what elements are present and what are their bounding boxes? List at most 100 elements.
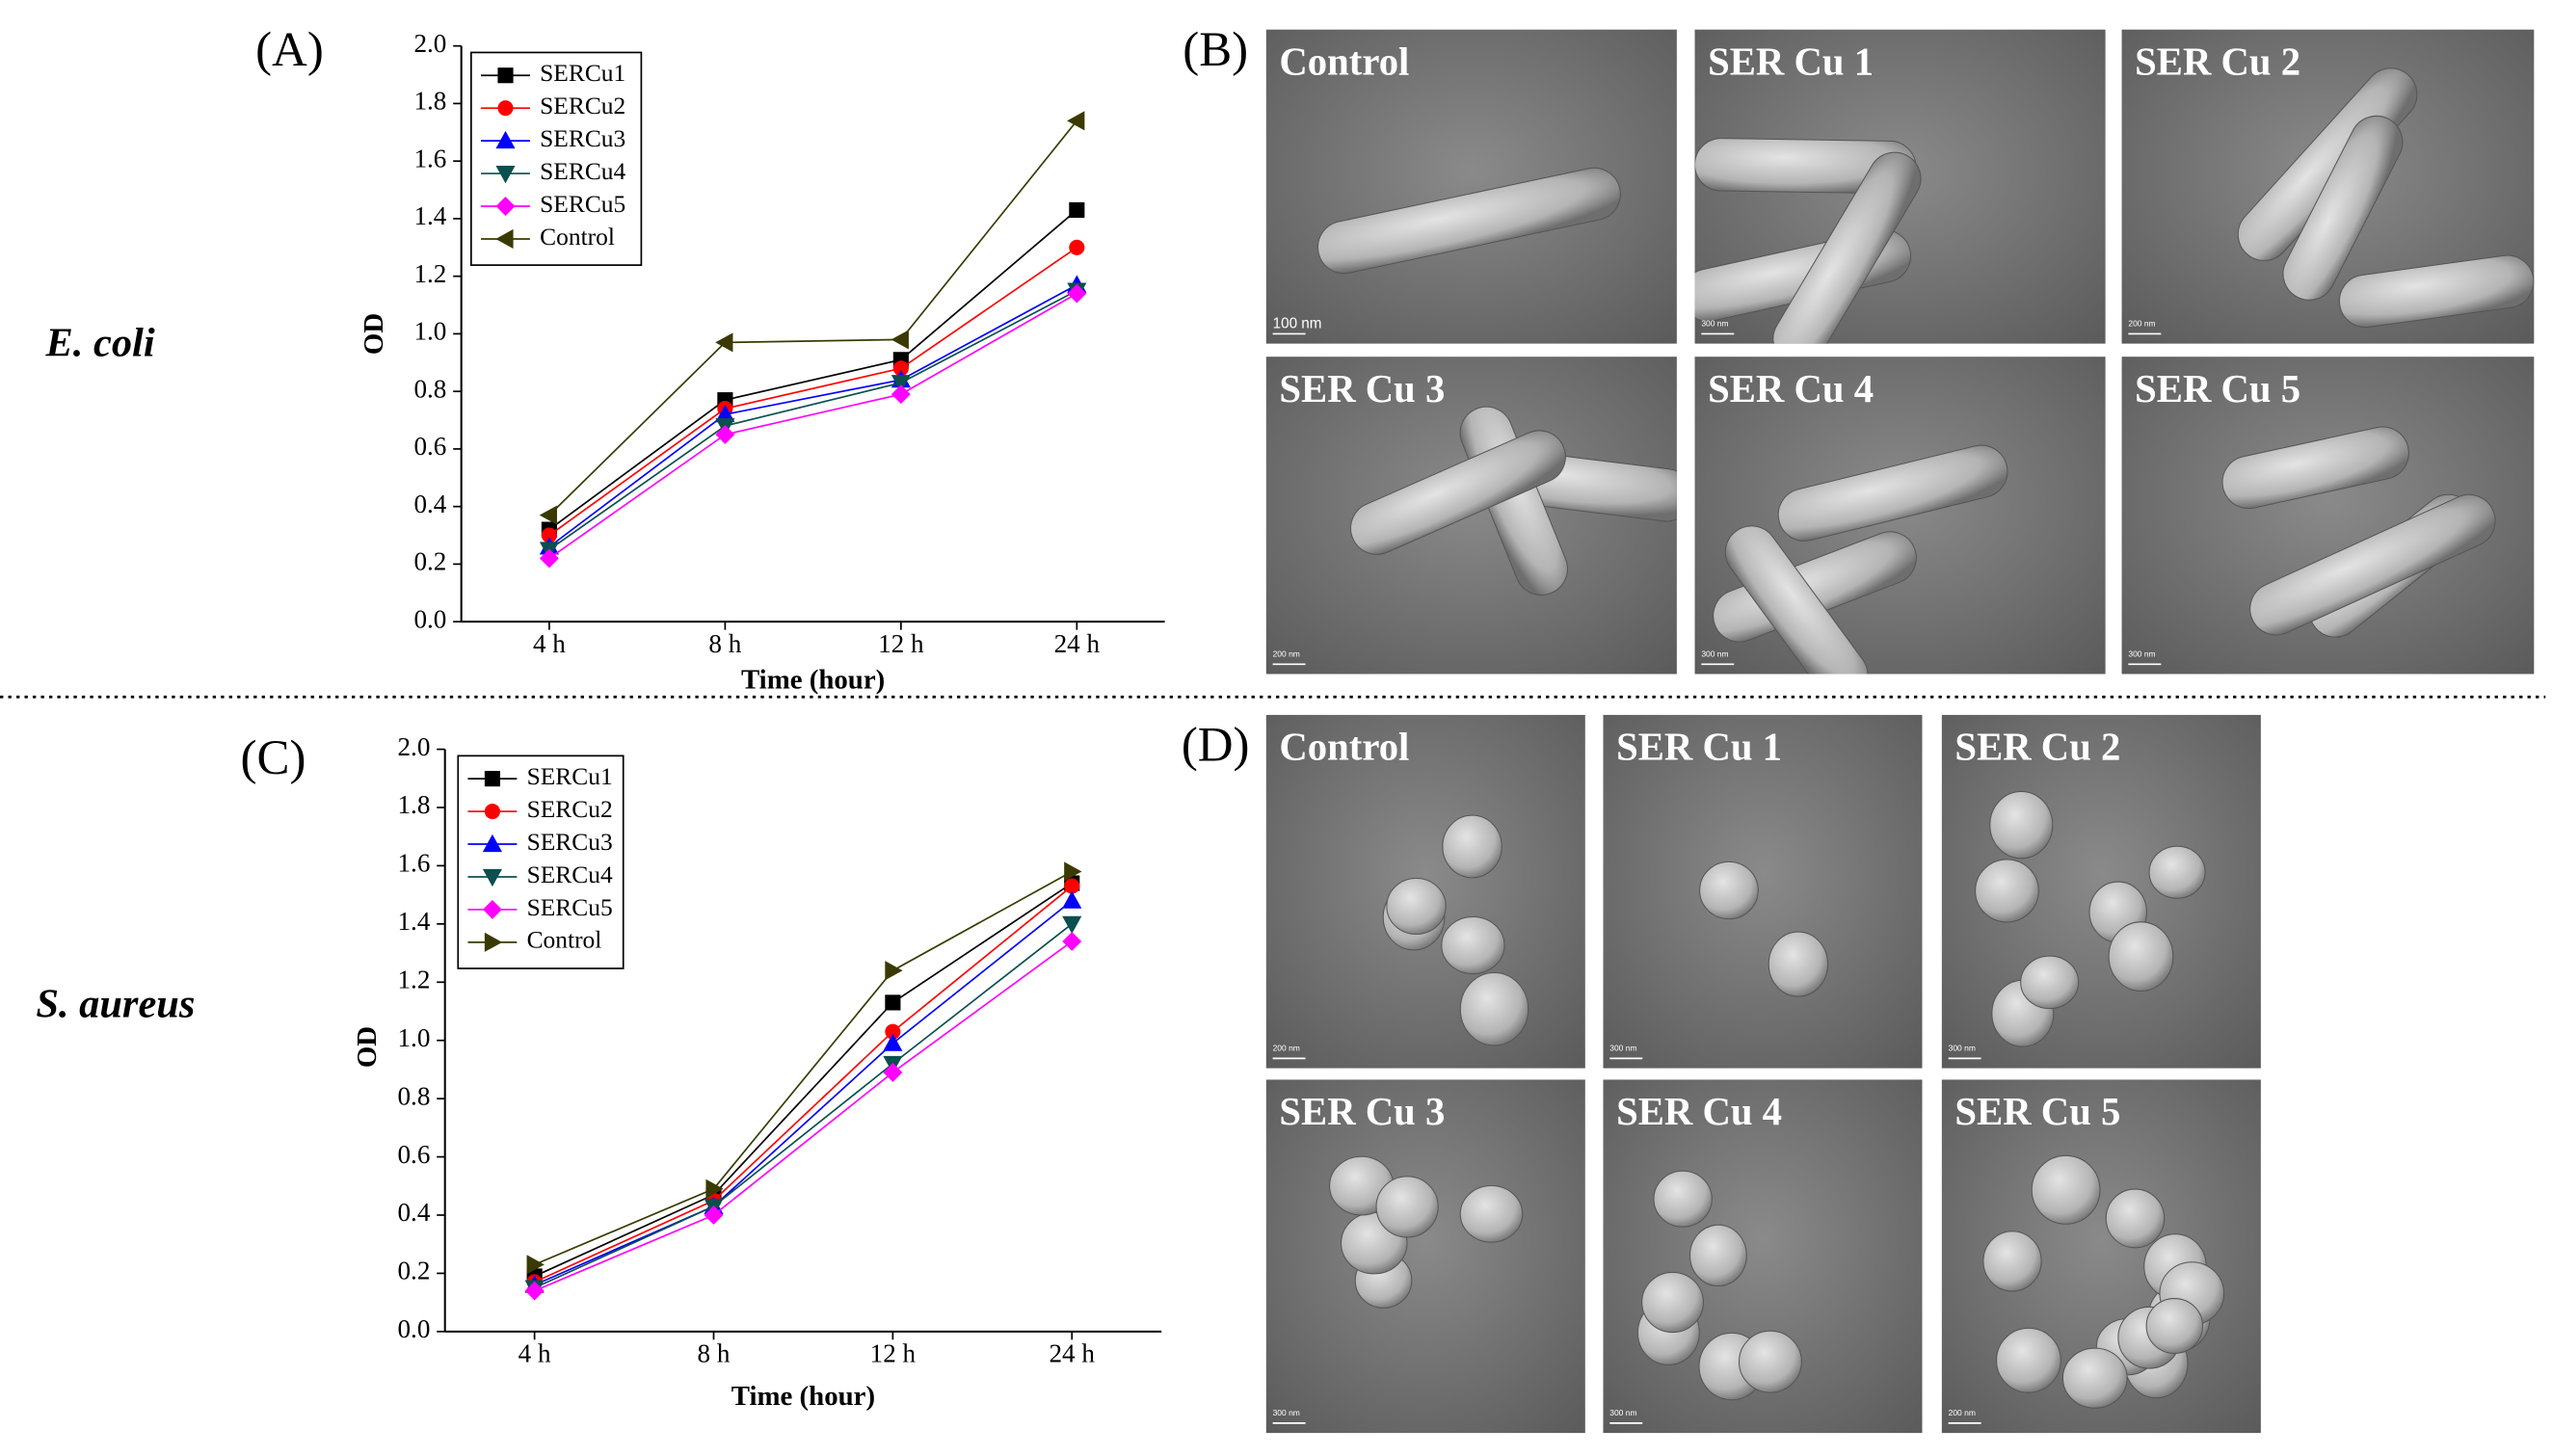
scale-label: 300 nm	[1609, 1408, 1636, 1417]
cell	[2249, 493, 2496, 636]
marker	[495, 130, 516, 149]
marker	[484, 804, 500, 820]
cell	[1975, 859, 2039, 923]
marker	[1067, 283, 1087, 304]
x-tick-label: 12 h	[878, 629, 924, 658]
sem-image: SER Cu 1 300 nm	[1694, 29, 2106, 344]
legend-label: SERCu4	[540, 157, 625, 185]
cell	[1442, 814, 1502, 879]
marker	[495, 228, 514, 250]
marker	[1069, 239, 1085, 255]
sem-image: SER Cu 5 200 nm	[1941, 1079, 2261, 1434]
scale-label: 200 nm	[2128, 318, 2155, 328]
marker	[497, 67, 514, 84]
sem-image: SER Cu 4 300 nm	[1603, 1079, 1923, 1434]
cell	[1459, 971, 1529, 1046]
sem-title: SER Cu 3	[1279, 1090, 1445, 1133]
y-tick-label: 0.0	[397, 1314, 430, 1343]
cell	[2221, 426, 2409, 510]
sem-image: SER Cu 3 300 nm	[1265, 1079, 1585, 1434]
marker	[885, 961, 903, 981]
y-tick-label: 1.8	[413, 87, 446, 116]
x-tick-label: 4 h	[533, 629, 566, 658]
scale-label: 300 nm	[1949, 1043, 1976, 1052]
panel-label: (A)	[255, 23, 324, 77]
marker	[495, 166, 516, 184]
cell	[1724, 525, 1869, 675]
legend-label: SERCu1	[540, 59, 625, 87]
scale-label: 300 nm	[1273, 1408, 1300, 1417]
marker	[1067, 111, 1085, 131]
cell	[2108, 921, 2174, 992]
sem-title: SER Cu 5	[2135, 367, 2300, 410]
marker	[704, 1205, 724, 1225]
cell	[1386, 877, 1447, 936]
marker	[891, 384, 911, 405]
cells	[1975, 790, 2206, 1047]
x-tick-label: 24 h	[1054, 629, 1101, 658]
cells	[1350, 406, 1677, 596]
y-tick-label: 1.0	[397, 1023, 430, 1052]
series-line	[548, 209, 1077, 531]
sem-title: Control	[1279, 726, 1409, 769]
scale-label: 300 nm	[1701, 649, 1728, 658]
y-tick-label: 1.6	[413, 144, 446, 172]
cells	[1982, 1154, 2225, 1409]
sem-title: SER Cu 4	[1616, 1090, 1782, 1133]
marker	[1064, 861, 1082, 882]
legend: SERCu1 SERCu2 SERCu3 SERCu4 SERCu5 Control	[457, 754, 625, 969]
cell	[1653, 1170, 1713, 1228]
panel-label: (B)	[1183, 23, 1248, 77]
x-tick-label: 24 h	[1049, 1339, 1095, 1368]
x-axis-title: Time (hour)	[731, 1381, 875, 1412]
sem-image: SER Cu 4 300 nm	[1694, 357, 2106, 675]
cells	[1694, 138, 1922, 344]
x-axis-title: Time (hour)	[741, 665, 885, 696]
y-tick-label: 0.2	[413, 547, 446, 576]
y-tick-label: 2.0	[413, 29, 446, 58]
legend-label: SERCu5	[527, 893, 613, 921]
cells	[1317, 167, 1621, 275]
scale-label: 200 nm	[1949, 1408, 1976, 1417]
y-axis-title: OD	[359, 313, 389, 355]
series-line	[534, 900, 1073, 1286]
cell	[1375, 1176, 1439, 1238]
cell	[1441, 916, 1505, 975]
legend-label: SERCu1	[527, 762, 613, 790]
marker	[526, 1255, 545, 1275]
legend-label: SERCu3	[540, 124, 625, 152]
series-line	[534, 870, 1073, 1266]
marker	[539, 548, 559, 569]
legend-label: SERCu5	[540, 190, 625, 218]
x-tick-label: 8 h	[698, 1339, 731, 1368]
legend-label: SERCu4	[527, 860, 613, 888]
y-tick-label: 0.4	[413, 490, 446, 518]
y-tick-label: 1.4	[397, 907, 430, 936]
cells	[1713, 444, 2008, 675]
y-tick-label: 2.0	[397, 732, 430, 761]
legend: SERCu1 SERCu2 SERCu3 SERCu4 SERCu5 Control	[470, 51, 643, 266]
y-tick-label: 1.0	[413, 317, 446, 346]
series-line	[534, 885, 1073, 1284]
marker	[524, 1281, 545, 1301]
legend-label: SERCu2	[540, 92, 625, 119]
y-tick-label: 0.6	[397, 1140, 430, 1169]
marker	[715, 332, 733, 353]
y-tick-label: 1.2	[397, 966, 430, 994]
cell	[1699, 860, 1759, 920]
x-tick-label: 12 h	[870, 1339, 917, 1368]
cell	[1317, 167, 1621, 275]
cell	[2282, 115, 2404, 301]
marker	[482, 834, 502, 853]
legend-label: Control	[540, 223, 615, 251]
scale-label: 100 nm	[1273, 315, 1322, 331]
cell	[1768, 931, 1829, 997]
cell	[1772, 151, 1922, 344]
cells	[1382, 814, 1529, 1046]
x-tick-label: 8 h	[708, 629, 741, 658]
legend-label: SERCu3	[527, 828, 613, 856]
cell	[1689, 1224, 1747, 1287]
sem-title: SER Cu 5	[1954, 1090, 2120, 1133]
panel-label: (D)	[1182, 718, 1250, 772]
